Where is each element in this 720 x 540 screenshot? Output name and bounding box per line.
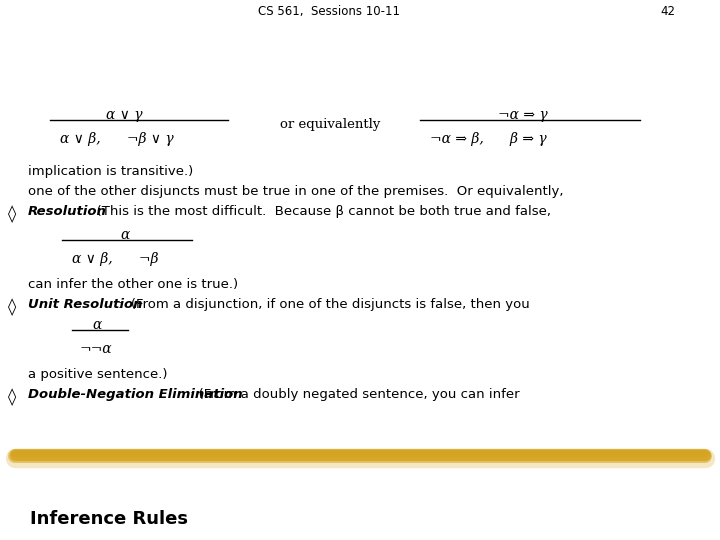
Text: can infer the other one is true.): can infer the other one is true.) [28,278,238,291]
Text: : (This is the most difficult.  Because β cannot be both true and false,: : (This is the most difficult. Because β… [88,205,551,218]
Text: α: α [92,318,102,332]
Text: Unit Resolution: Unit Resolution [28,298,143,311]
Text: α: α [120,228,130,242]
Text: CS 561,  Sessions 10-11: CS 561, Sessions 10-11 [258,5,400,18]
Text: Resolution: Resolution [28,205,107,218]
Text: implication is transitive.): implication is transitive.) [28,165,193,178]
Text: ◊: ◊ [8,205,17,223]
Text: ¬¬α: ¬¬α [80,342,112,356]
Text: :  (From a disjunction, if one of the disjuncts is false, then you: : (From a disjunction, if one of the dis… [118,298,530,311]
Text: ◊: ◊ [8,388,17,406]
Text: α ∨ γ: α ∨ γ [106,108,143,122]
Text: Double-Negation Elimination: Double-Negation Elimination [28,388,243,401]
Text: ◊: ◊ [8,298,17,316]
Text: ¬α ⇒ β,      β ⇒ γ: ¬α ⇒ β, β ⇒ γ [430,132,546,146]
Text: one of the other disjuncts must be true in one of the premises.  Or equivalently: one of the other disjuncts must be true … [28,185,564,198]
Text: Inference Rules: Inference Rules [30,510,188,528]
Text: : (From a doubly negated sentence, you can infer: : (From a doubly negated sentence, you c… [190,388,520,401]
Text: or equivalently: or equivalently [280,118,380,131]
Text: ¬α ⇒ γ: ¬α ⇒ γ [498,108,548,122]
Text: α ∨ β,      ¬β ∨ γ: α ∨ β, ¬β ∨ γ [60,132,174,146]
Text: α ∨ β,      ¬β: α ∨ β, ¬β [72,252,158,266]
Text: a positive sentence.): a positive sentence.) [28,368,168,381]
Text: 42: 42 [660,5,675,18]
